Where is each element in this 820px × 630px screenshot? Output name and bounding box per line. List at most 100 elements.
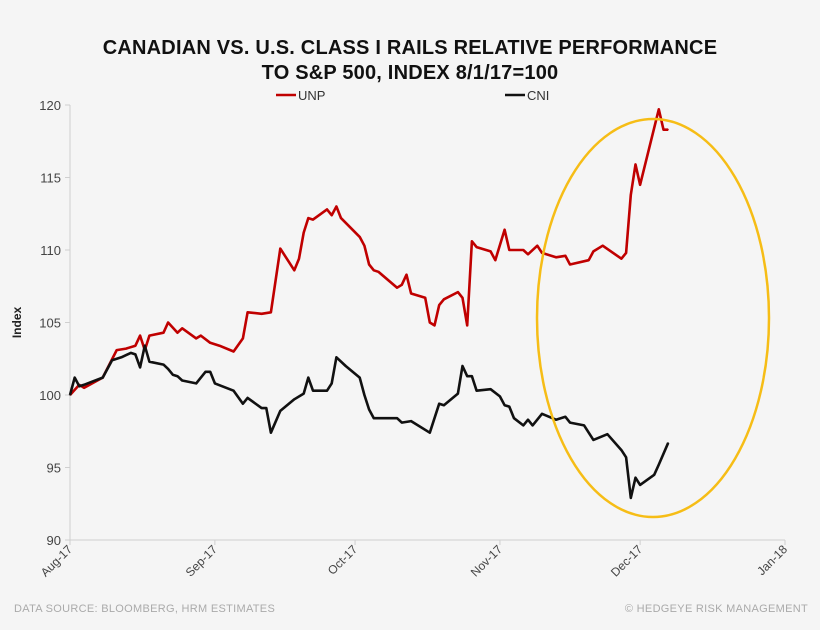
unp-point bbox=[139, 334, 141, 337]
cni-point bbox=[261, 407, 263, 409]
unp-point bbox=[246, 311, 249, 313]
unp-point bbox=[83, 387, 85, 389]
cni-point bbox=[667, 442, 669, 444]
unp-point bbox=[303, 232, 305, 234]
cni-point bbox=[653, 474, 655, 476]
unp-point bbox=[125, 348, 127, 350]
cni-point bbox=[209, 371, 211, 373]
cni-point bbox=[630, 497, 632, 499]
cni-point bbox=[326, 390, 328, 392]
unp-point bbox=[359, 236, 361, 238]
unp-point bbox=[307, 217, 309, 219]
unp-point bbox=[592, 250, 594, 253]
unp-point bbox=[410, 292, 412, 295]
unp-point bbox=[200, 334, 202, 337]
cni-point bbox=[513, 417, 515, 419]
y-tick-label: 120 bbox=[39, 98, 61, 113]
cni-point bbox=[167, 368, 169, 370]
unp-point bbox=[218, 345, 221, 347]
cni-point bbox=[443, 404, 445, 406]
unp-point bbox=[443, 298, 445, 300]
cni-point bbox=[134, 353, 137, 355]
cni-point bbox=[246, 397, 249, 399]
y-tick-label: 95 bbox=[47, 461, 61, 476]
unp-point bbox=[602, 245, 604, 247]
cni-point bbox=[429, 432, 431, 434]
unp-point bbox=[340, 217, 342, 219]
legend-label-unp: UNP bbox=[298, 88, 325, 103]
x-tick-label: Dec-17 bbox=[608, 542, 645, 579]
cni-point bbox=[410, 420, 412, 422]
cni-point bbox=[111, 359, 113, 361]
cni-point bbox=[172, 374, 174, 376]
unp-point bbox=[508, 249, 510, 251]
cni-point bbox=[312, 390, 314, 392]
x-tick-label: Jan-18 bbox=[754, 542, 790, 578]
cni-point bbox=[475, 390, 478, 392]
unp-point bbox=[377, 271, 380, 273]
cni-point bbox=[242, 403, 244, 405]
unp-point bbox=[401, 284, 403, 286]
cni-point bbox=[345, 365, 347, 367]
cni-point bbox=[293, 398, 295, 400]
y-tick-label: 100 bbox=[39, 388, 61, 403]
cni-point bbox=[139, 366, 141, 369]
cni-point bbox=[102, 377, 104, 379]
cni-point bbox=[195, 382, 197, 384]
cni-point bbox=[471, 375, 473, 377]
unp-point bbox=[658, 108, 660, 110]
unp-point bbox=[148, 334, 151, 337]
unp-point bbox=[312, 218, 314, 221]
cni-point bbox=[279, 410, 281, 412]
unp-point bbox=[176, 332, 179, 334]
unp-point bbox=[457, 291, 459, 293]
chart-title: CANADIAN VS. U.S. CLASS I RAILS RELATIVE… bbox=[102, 37, 718, 59]
cni-point bbox=[620, 449, 623, 451]
copyright-note: © HEDGEYE RISK MANAGEMENT bbox=[624, 603, 808, 615]
unp-point bbox=[116, 349, 118, 351]
unp-point bbox=[335, 205, 337, 208]
cni-point bbox=[162, 363, 165, 366]
cni-point bbox=[307, 377, 309, 379]
unp-point bbox=[293, 269, 295, 271]
cni-point bbox=[466, 375, 468, 377]
cni-point bbox=[335, 356, 337, 358]
cni-line bbox=[68, 344, 670, 500]
cni-point bbox=[78, 385, 80, 387]
cni-point bbox=[120, 356, 123, 358]
cni-point bbox=[270, 432, 272, 434]
data-source-note: DATA SOURCE: BLOOMBERG, HRM ESTIMATES bbox=[14, 603, 276, 615]
y-tick-label: 90 bbox=[47, 533, 61, 548]
chart-subtitle: TO S&P 500, INDEX 8/1/17=100 bbox=[261, 62, 559, 84]
cni-point bbox=[214, 382, 216, 384]
unp-point bbox=[433, 324, 436, 326]
cni-point bbox=[499, 395, 501, 398]
unp-point bbox=[475, 246, 478, 248]
unp-point bbox=[181, 327, 183, 329]
cni-point bbox=[144, 345, 146, 347]
unp-point bbox=[588, 259, 590, 261]
y-tick-label: 105 bbox=[39, 316, 61, 331]
unp-point bbox=[639, 184, 641, 186]
cni-point bbox=[373, 417, 375, 419]
cni-point bbox=[359, 377, 361, 379]
unp-point bbox=[625, 252, 627, 254]
unp-point bbox=[489, 250, 492, 253]
unp-point bbox=[331, 214, 333, 216]
cni-point bbox=[130, 352, 132, 354]
cni-point bbox=[625, 456, 627, 458]
cni-point bbox=[489, 388, 492, 390]
cni-point bbox=[564, 416, 566, 418]
cni-point bbox=[639, 484, 641, 486]
cni-point bbox=[606, 433, 609, 435]
cni-point bbox=[504, 404, 506, 406]
unp-point bbox=[527, 253, 529, 255]
cni-point bbox=[368, 408, 370, 411]
y-tick-label: 110 bbox=[40, 243, 61, 258]
unp-point bbox=[405, 274, 408, 276]
unp-point bbox=[461, 297, 464, 299]
unp-point bbox=[279, 247, 281, 250]
y-axis-title: Index bbox=[10, 307, 24, 339]
unp-point bbox=[270, 311, 272, 313]
